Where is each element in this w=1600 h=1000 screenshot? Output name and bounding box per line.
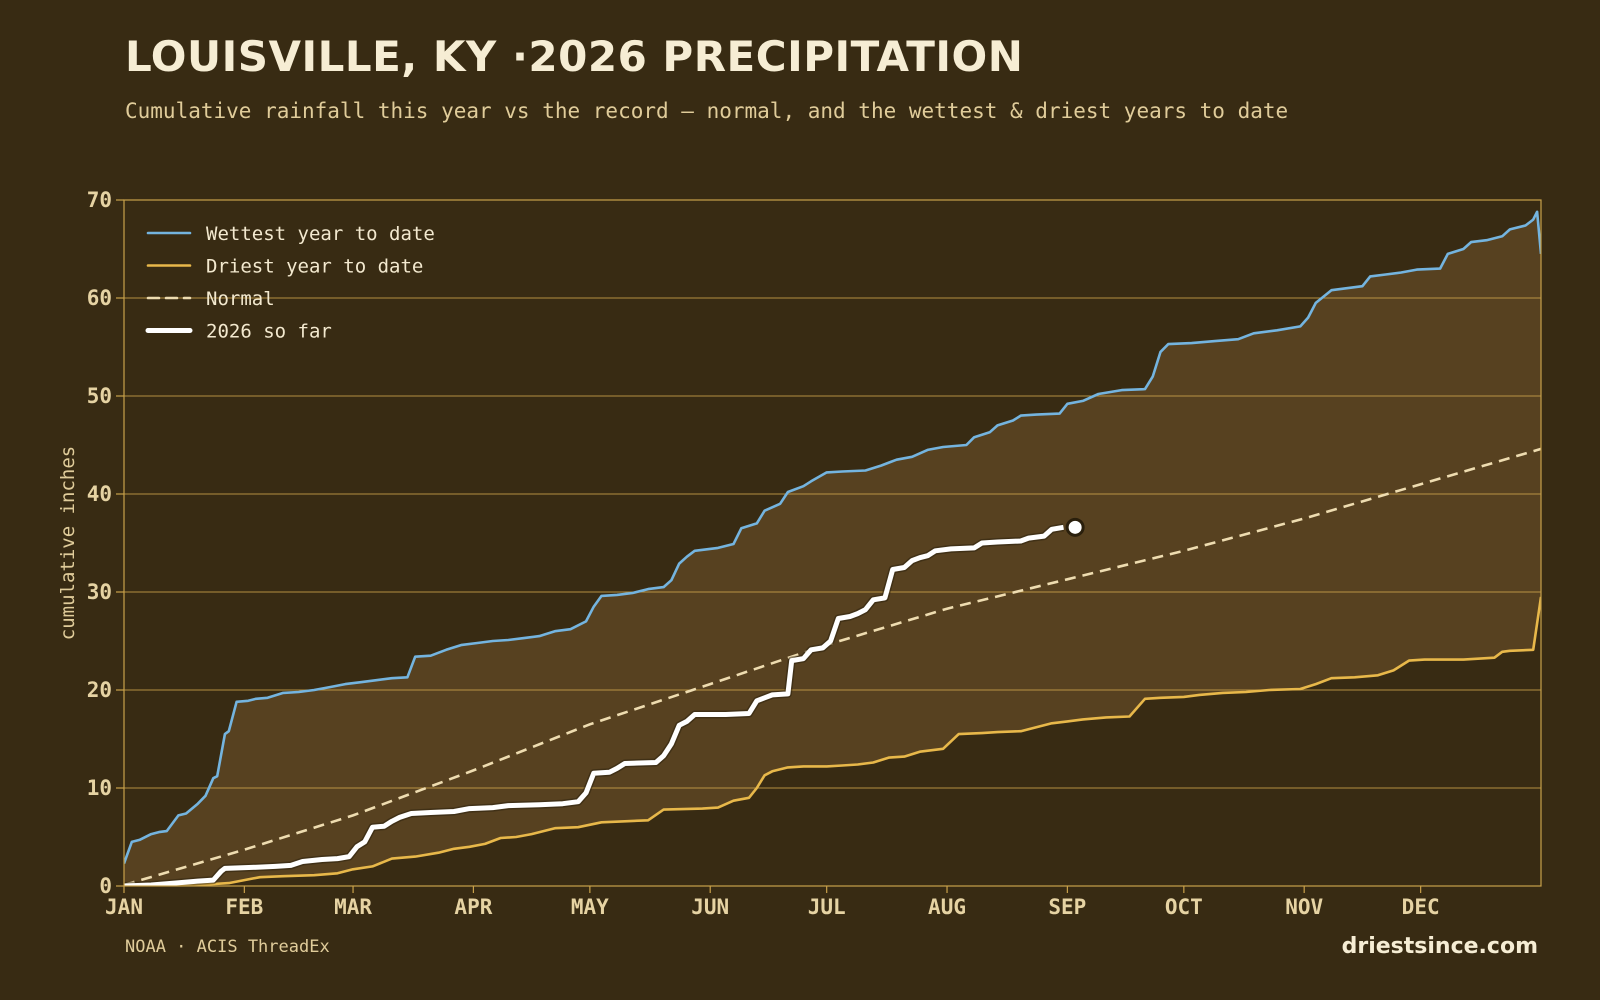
x-tick-label-may: MAY (571, 895, 609, 919)
chart-title: LOUISVILLE, KY ·2026 PRECIPITATION (125, 32, 1024, 81)
x-tick-label-oct: OCT (1165, 895, 1203, 919)
site-brand[interactable]: driestsince.com (1341, 934, 1538, 959)
plot-frame (123, 199, 1542, 887)
y-tick-label: 30 (87, 580, 112, 604)
y-tick-label: 20 (87, 678, 112, 702)
legend-label-driest: Driest year to date (206, 256, 423, 278)
y-tick-label: 50 (87, 384, 112, 408)
y-tick-label: 70 (87, 188, 112, 212)
legend-label-current: 2026 so far (206, 321, 332, 343)
y-tick-label: 40 (87, 482, 112, 506)
x-tick-label-apr: APR (454, 895, 492, 919)
legend-label-wettest: Wettest year to date (206, 223, 435, 245)
x-tick-label-feb: FEB (225, 895, 263, 919)
x-tick-label-mar: MAR (334, 895, 372, 919)
x-tick-label-sep: SEP (1048, 895, 1086, 919)
wettest-year-line (124, 210, 1541, 864)
driest-year-line (124, 596, 1541, 886)
legend: Wettest year to date Driest year to date N… (145, 223, 435, 343)
x-tick-label-jun: JUN (691, 895, 729, 919)
y-tick-label: 10 (87, 776, 112, 800)
x-tick-label-aug: AUG (928, 895, 966, 919)
x-tick-label-jul: JUL (808, 895, 846, 919)
x-tick-label-jan: JAN (105, 895, 143, 919)
chart-subtitle: Cumulative rainfall this year vs the rec… (125, 99, 1289, 123)
y-axis-label: cumulative inches (57, 446, 79, 640)
record-range-band (124, 211, 1541, 886)
x-tick-label-dec: DEC (1402, 895, 1440, 919)
current-year-line (124, 524, 1064, 886)
data-source: NOAA · ACIS ThreadEx (125, 937, 330, 957)
x-tick-label-nov: NOV (1285, 895, 1323, 919)
y-tick-label: 60 (87, 286, 112, 310)
current-year-endpoint (1065, 517, 1085, 537)
legend-label-normal: Normal (206, 288, 275, 310)
y-tick-label: 0 (99, 874, 112, 898)
